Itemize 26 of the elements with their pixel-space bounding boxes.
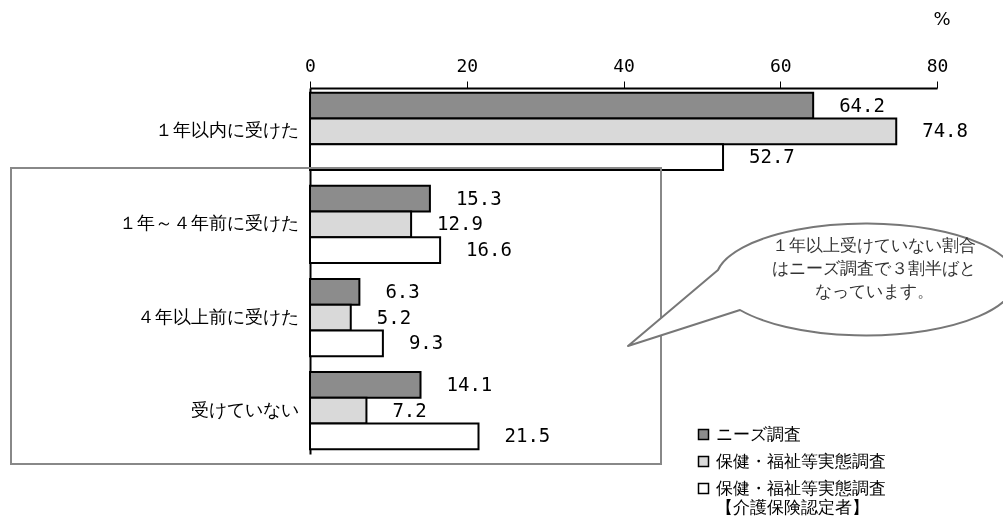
data-label: 12.9 <box>437 212 483 235</box>
data-label: 5.2 <box>376 305 412 328</box>
y-tick-label: 受けていない <box>190 398 299 420</box>
data-label: 52.7 <box>749 145 795 168</box>
data-label: 15.3 <box>455 186 502 209</box>
data-label: 16.6 <box>466 238 512 261</box>
x-tick-label: 40 <box>613 54 635 76</box>
legend-label: ニーズ調査 <box>716 423 801 444</box>
y-tick-label: １年以内に受けた <box>154 119 299 141</box>
data-label: 21.5 <box>504 424 551 447</box>
x-tick-label: 60 <box>769 54 792 76</box>
data-label: 14.1 <box>446 372 493 395</box>
x-tick-label: 0 <box>305 54 316 76</box>
data-label: 6.3 <box>385 279 420 302</box>
y-tick-label: ４年以上前に受けた <box>136 305 299 327</box>
x-tick-label: 80 <box>926 54 949 76</box>
legend-label: 保健・福祉等実態調査 <box>716 450 886 471</box>
data-label: 74.8 <box>922 119 969 142</box>
x-axis-title: % <box>933 7 951 29</box>
y-tick-label: １年～４年前に受けた <box>118 212 299 234</box>
data-label: 64.2 <box>839 93 885 116</box>
annotation: １年以上受けていない割合はニーズ調査で３割半ばとなっています。 <box>771 234 977 303</box>
data-label: 7.2 <box>392 398 427 421</box>
x-tick-label: 20 <box>456 54 479 76</box>
data-label: 9.3 <box>408 331 444 354</box>
legend-label: 保健・福祉等実態調査【介護保険認定者】 <box>716 477 886 517</box>
